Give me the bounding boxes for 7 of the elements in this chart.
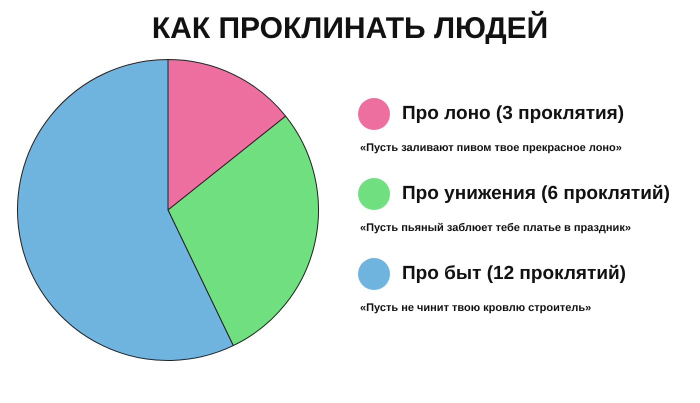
text: «Пусть пьяный заблюет тебе платье в праздник»: [360, 222, 632, 234]
chart-title: КАК ПРОКЛИНАТЬ ЛЮДЕЙ: [150, 12, 550, 46]
text: «Пусть не чинит твою кровлю строитель»: [360, 302, 592, 314]
legend-label: Про быт (12 проклятий): [402, 263, 626, 285]
text: «Пусть заливают пивом твое прекрасное лоно»: [360, 142, 623, 154]
legend-label: Про унижения (6 проклятий): [402, 183, 670, 205]
legend-label: Про лоно (3 проклятия): [402, 103, 624, 125]
